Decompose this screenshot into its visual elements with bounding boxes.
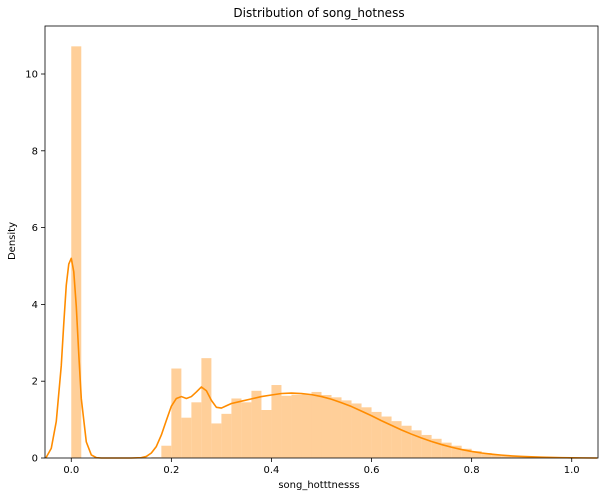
histogram-bar xyxy=(161,445,172,458)
histogram-bar xyxy=(321,395,332,458)
histogram-bar xyxy=(391,421,402,458)
y-tick-label: 6 xyxy=(32,223,38,234)
x-tick-label: 0.8 xyxy=(464,465,480,476)
x-axis-title: song_hotttnesss xyxy=(278,480,359,491)
histogram-bar xyxy=(281,395,292,458)
histogram-bar xyxy=(231,398,242,458)
plot-spines xyxy=(44,25,599,459)
histogram-bar xyxy=(211,423,222,458)
histogram-bar xyxy=(431,438,442,458)
chart-title: Distribution of song_hotness xyxy=(233,6,404,20)
x-tick-label: 0.2 xyxy=(163,465,179,476)
histogram-bar xyxy=(411,430,422,458)
plot-frame xyxy=(44,25,599,459)
kde-line xyxy=(45,257,598,459)
histogram-bar xyxy=(451,445,462,458)
kde-curve-group xyxy=(45,257,598,459)
histogram-bar xyxy=(491,454,502,458)
histogram-bar xyxy=(331,397,342,458)
histogram-bar xyxy=(511,456,522,458)
x-tick-label: 1.0 xyxy=(564,465,580,476)
x-tick-label: 0.4 xyxy=(264,465,280,476)
histogram-bars xyxy=(71,46,562,458)
x-tick-label: 0.0 xyxy=(63,465,79,476)
y-axis-title: Density xyxy=(7,222,18,260)
histogram-bar xyxy=(201,358,212,458)
x-axis-ticks: 0.0 0.2 0.4 0.6 0.8 1.0 xyxy=(63,458,580,476)
histogram-bar xyxy=(311,391,322,458)
y-tick-label: 4 xyxy=(32,300,38,311)
histogram-bar xyxy=(291,394,302,458)
y-tick-label: 10 xyxy=(25,70,38,81)
histogram-bar xyxy=(381,416,392,458)
histogram-bar xyxy=(471,451,482,458)
histogram-bar xyxy=(421,434,432,458)
histogram-bar xyxy=(501,455,512,458)
histogram-bar xyxy=(261,410,272,458)
histogram-bar xyxy=(241,402,252,458)
histogram-bar xyxy=(441,442,452,458)
histogram-bar xyxy=(481,453,492,458)
histogram-bar xyxy=(191,402,202,458)
y-tick-label: 2 xyxy=(32,377,38,388)
histogram-bar xyxy=(181,417,192,458)
histogram-bar xyxy=(351,403,362,458)
histogram-bar xyxy=(401,425,412,458)
histogram-bar xyxy=(361,407,372,458)
histogram-bar xyxy=(71,46,82,458)
y-axis-ticks: 0 2 4 6 8 10 xyxy=(25,70,45,465)
histogram-bar xyxy=(171,368,182,458)
histogram-bar xyxy=(251,390,262,458)
histogram-bar xyxy=(301,394,312,458)
x-tick-label: 0.6 xyxy=(364,465,380,476)
histogram-bar xyxy=(221,413,232,458)
y-tick-label: 0 xyxy=(32,454,38,465)
y-tick-label: 8 xyxy=(32,146,38,157)
histogram-bar xyxy=(271,385,282,458)
histogram-bar xyxy=(341,400,352,458)
histogram-bar xyxy=(371,411,382,458)
histogram-bar xyxy=(461,448,472,458)
